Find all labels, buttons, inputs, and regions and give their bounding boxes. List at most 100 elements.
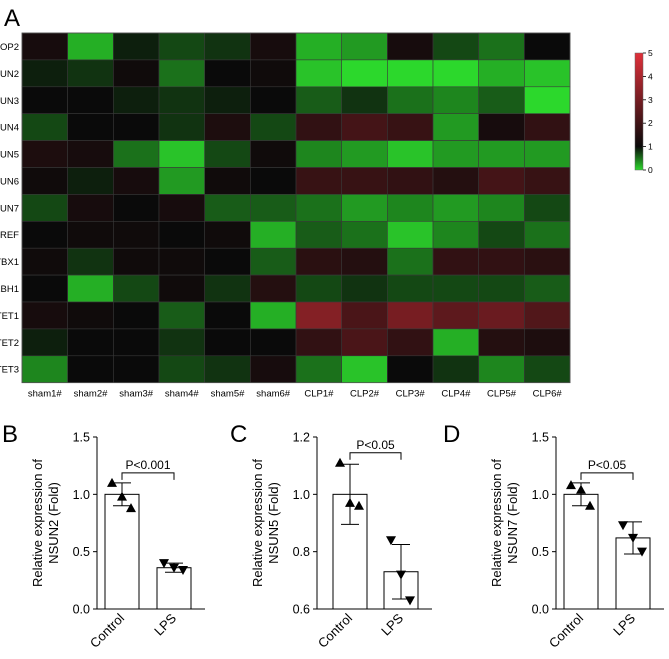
heatmap-cell [524,247,571,276]
heatmap-cell [67,140,114,168]
heatmap-cell [478,32,525,61]
heatmap-cell [478,247,525,276]
heatmap-cell [21,355,68,383]
x-tick-label: Control [315,610,355,650]
heatmap-cell [295,59,342,88]
colorbar-tick-label: 3 [648,95,653,105]
heatmap-cell [158,301,205,330]
y-tick-label: 1.0 [293,488,310,502]
data-point [618,521,628,531]
heatmap-cell [113,113,160,141]
heatmap-cell [295,274,342,303]
y-tick-label: 0.0 [532,603,549,617]
panel-letter-b: B [2,421,18,448]
heatmap-cell [341,113,388,141]
heatmap-row-label: NSUN4 [0,123,19,134]
panel-letter-c: C [230,421,247,448]
heatmap-row-label: TET1 [0,311,19,322]
data-point [169,563,179,573]
significance-bracket [580,472,634,480]
data-point [178,566,188,576]
data-point [628,533,638,543]
heatmap-cell [341,274,388,303]
heatmap-cell [524,32,571,61]
heatmap-cell [21,86,68,115]
heatmap-cell [21,194,68,222]
data-point [345,497,355,507]
heatmap-column-label: sham1# [28,389,63,400]
heatmap-cell [295,86,342,115]
heatmap-row-label: NSUN6 [0,176,19,187]
data-point [637,547,647,557]
colorbar-tick-label: 4 [648,71,653,81]
heatmap-cell [387,194,434,222]
heatmap-cell [250,328,297,357]
heatmap-cell [295,221,342,249]
heatmap-cell [250,113,297,141]
heatmap-cell [67,86,114,115]
heatmap-cell [113,140,160,168]
heatmap-cell [204,167,251,195]
y-tick-label: 0.5 [532,545,549,559]
heatmap-cell [67,221,114,249]
y-tick-label: 1.2 [293,431,310,445]
heatmap-cell [250,247,297,276]
significance-bracket [349,452,402,460]
heatmap-cell [113,328,160,357]
heatmap-cell [250,221,297,249]
y-axis-title: Relative expression of [30,459,45,587]
y-axis-title: Relative expression of [250,459,265,587]
heatmap-cell [295,140,342,168]
colorbar-tick-label: 0 [648,165,653,175]
significance-bracket [121,472,175,480]
heatmap-cell [250,194,297,222]
heatmap-cell [113,301,160,330]
heatmap-row-label: ALYREF [0,230,19,241]
significance-label: P<0.05 [356,438,395,452]
heatmap-cell [432,140,479,168]
heatmap-cell [158,59,205,88]
heatmap-cell [341,167,388,195]
heatmap-cell [478,140,525,168]
heatmap-cell [204,86,251,115]
x-tick-label: LPS [378,610,406,638]
heatmap-cell [478,167,525,195]
heatmap-colorbar: 0 1 2 3 4 5 [634,48,653,175]
heatmap-cell [341,86,388,115]
y-tick-label: 0.6 [293,603,310,617]
heatmap-cell [21,32,68,61]
heatmap-cell [524,113,571,141]
heatmap-cell [387,32,434,61]
heatmap-cell [67,355,114,383]
heatmap-cell [478,86,525,115]
heatmap-cell [295,194,342,222]
heatmap-cell [204,247,251,276]
heatmap-cell [432,167,479,195]
heatmap-cell [113,247,160,276]
heatmap-cell [524,355,571,383]
heatmap-cell [478,328,525,357]
bar-chart-nsun2: 0.0 0.5 1.0 1.5 Relative expression of NSUN2 … [30,431,205,651]
data-point [107,477,117,487]
heatmap-cell [387,247,434,276]
heatmap-row-label: TET3 [0,365,19,376]
heatmap-cell [158,167,205,195]
heatmap-column-label: sham6# [256,389,291,400]
heatmap-cell [432,328,479,357]
x-tick-label: LPS [610,610,638,638]
heatmap-cell [295,355,342,383]
heatmap-border [21,32,571,384]
data-point [354,500,364,510]
heatmap-cell [158,328,205,357]
heatmap-cell [204,113,251,141]
heatmap-cell [387,328,434,357]
y-tick-label: 0.5 [73,545,90,559]
heatmap-panel: NOP2 NSUN2 NSUN3 NSUN4 NSUN5 NSUN6 NSUN7 ALYREF… [0,32,571,400]
heatmap-cell [204,194,251,222]
heatmap-cell [524,140,571,168]
heatmap-cell [524,59,571,88]
heatmap-cell [432,355,479,383]
heatmap-cell [67,194,114,222]
heatmap-row-label: NSUN5 [0,150,19,161]
data-point [576,484,586,494]
